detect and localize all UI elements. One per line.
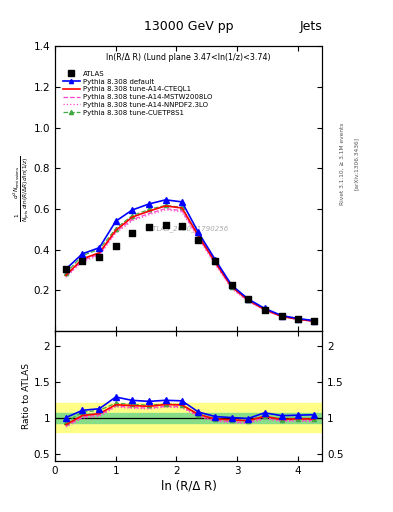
Point	[129, 229, 135, 238]
Text: ln(R/Δ R) (Lund plane 3.47<ln(1/z)<3.74): ln(R/Δ R) (Lund plane 3.47<ln(1/z)<3.74)	[107, 53, 271, 62]
Point	[146, 223, 152, 231]
Text: 13000 GeV pp: 13000 GeV pp	[144, 20, 233, 33]
Y-axis label: $\frac{1}{N_{\mathrm{jets}}}\frac{d^2 N_{\mathrm{emissions}}}{d\ln(R/\Delta R)\,: $\frac{1}{N_{\mathrm{jets}}}\frac{d^2 N_…	[12, 156, 32, 222]
Point	[195, 236, 202, 244]
Text: Rivet 3.1.10, ≥ 3.1M events: Rivet 3.1.10, ≥ 3.1M events	[340, 123, 345, 205]
Y-axis label: Ratio to ATLAS: Ratio to ATLAS	[22, 363, 31, 429]
Point	[245, 294, 251, 303]
Point	[229, 281, 235, 289]
X-axis label: ln (R/Δ R): ln (R/Δ R)	[161, 480, 217, 493]
Point	[63, 265, 69, 273]
Point	[96, 253, 103, 261]
Point	[278, 312, 285, 320]
Text: ATLAS_2020_I1790256: ATLAS_2020_I1790256	[149, 225, 229, 232]
Point	[79, 257, 86, 265]
Point	[295, 315, 301, 323]
Text: Jets: Jets	[299, 20, 322, 33]
Point	[113, 242, 119, 250]
Point	[212, 257, 219, 265]
Text: [arXiv:1306.3436]: [arXiv:1306.3436]	[354, 137, 359, 190]
Point	[311, 317, 318, 325]
Point	[162, 221, 169, 229]
Point	[179, 222, 185, 230]
Legend: ATLAS, Pythia 8.308 default, Pythia 8.308 tune-A14-CTEQL1, Pythia 8.308 tune-A14: ATLAS, Pythia 8.308 default, Pythia 8.30…	[61, 70, 213, 117]
Point	[261, 306, 268, 314]
